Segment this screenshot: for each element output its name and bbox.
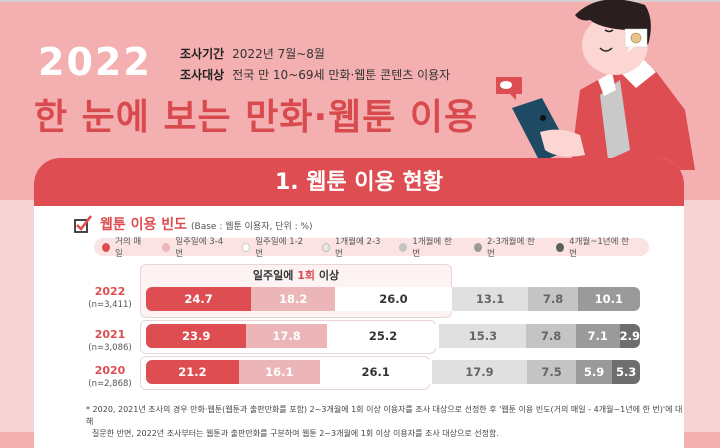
section-card: 1. 웹툰 이용 현황 웹툰 이용 빈도 (Base : 웹툰 이용자, 단위 … [34,158,684,448]
survey-info: 조사기간 2022년 7월~8월 조사대상 전국 만 10~69세 만화·웹툰 콘텐… [180,44,450,86]
left-margin [0,200,34,432]
row-year: 2022 [94,285,126,298]
chart-title: 웹툰 이용 빈도 [100,217,188,233]
legend-swatch [162,242,171,252]
legend-swatch [399,242,408,252]
segment-4-12-months: 2.9 [620,324,640,348]
segment-2-3-months: 5.9 [575,360,613,384]
segment-2-3-months: 10.1 [577,287,640,311]
segment-daily: 23.9 [146,324,247,348]
legend-swatch [102,242,110,252]
row-label-2021: 2021 (n=3,086) [80,328,140,354]
legend-swatch [556,242,565,252]
legend-swatch [241,242,251,252]
survey-target: 조사대상 전국 만 10~69세 만화·웹툰 콘텐츠 이용자 [180,65,450,86]
segment-daily: 24.7 [146,287,252,311]
legend-swatch [321,242,330,252]
legend-item: 일주일에 1-2번 [241,235,305,259]
segment-4-12-months: 5.3 [612,360,640,384]
weekly-group-label: 일주일에 1회 이상 [252,269,340,282]
segment-1-2-weekly: 25.2 [326,324,440,348]
legend-label: 거의 매일 [115,237,142,259]
row-sample-size: (n=2,868) [88,379,132,389]
right-margin [684,200,720,432]
row-year: 2021 [94,328,126,341]
bar-2020: 21.2 16.1 26.1 17.9 7.5 5.9 5.3 [146,360,640,384]
segment-1-2-weekly: 26.1 [319,360,432,384]
row-year: 2020 [94,364,126,377]
page-headline: 한 눈에 보는 만화·웹툰 이용 [34,97,479,138]
top-strip [0,0,720,2]
segment-2-3-monthly: 17.9 [431,360,528,384]
segment-daily: 21.2 [146,360,239,384]
segment-1-2-weekly: 26.0 [335,287,452,311]
legend-label: 일주일에 3-4번 [175,237,224,259]
legend-swatch [473,242,482,252]
segment-1-monthly: 7.8 [526,324,576,348]
legend-item: 1개월에 2-3번 [321,235,383,259]
legend-label: 1개월에 2-3번 [334,237,381,259]
section-title: 1. 웹툰 이용 현황 [34,158,684,206]
legend-item: 거의 매일 [102,235,145,259]
footnote-line-1: * 2020, 2021년 조사의 경우 만화·웹툰(웹툰과 출판만화를 포함)… [86,405,683,426]
segment-3-4-weekly: 16.1 [238,360,320,384]
segment-3-4-weekly: 17.8 [246,324,327,348]
segment-2-3-months: 7.1 [575,324,620,348]
person-reading-phone-illustration [496,0,695,170]
chart-subtitle: 웹툰 이용 빈도 (Base : 웹툰 이용자, 단위 : %) [74,214,313,234]
bar-2021: 23.9 17.8 25.2 15.3 7.8 7.1 2.9 [146,324,640,348]
survey-target-label: 조사대상 [180,68,225,82]
row-label-2020: 2020 (n=2,868) [80,364,140,390]
segment-3-4-weekly: 18.2 [251,287,336,311]
survey-period: 조사기간 2022년 7월~8월 [180,44,450,65]
legend-label: 2-3개월에 한 번 [486,237,535,259]
legend-item: 일주일에 3-4번 [162,235,225,259]
legend-label: 4개월~1년에 한 번 [569,237,629,259]
checkbox-checked-icon [74,215,92,233]
legend-item: 2-3개월에 한 번 [473,235,539,259]
legend-label: 일주일에 1-2번 [255,237,304,259]
segment-2-3-monthly: 13.1 [451,287,529,311]
segment-1-monthly: 7.8 [528,287,578,311]
legend-item: 1개월에 한 번 [399,235,457,259]
legend-item: 4개월~1년에 한 번 [556,235,632,259]
bar-2022: 24.7 18.2 26.0 13.1 7.8 10.1 [146,287,640,311]
row-sample-size: (n=3,086) [88,343,132,353]
year-title: 2022 [38,40,152,84]
segment-1-monthly: 7.5 [527,360,576,384]
row-label-2022: 2022 (n=3,411) [80,285,140,311]
row-sample-size: (n=3,411) [88,300,132,310]
survey-period-value: 2022년 7월~8월 [232,47,325,61]
segment-2-3-monthly: 15.3 [439,324,527,348]
legend-label: 1개월에 한 번 [412,237,452,259]
survey-target-value: 전국 만 10~69세 만화·웹툰 콘텐츠 이용자 [232,68,451,82]
chart-base-note: (Base : 웹툰 이용자, 단위 : %) [191,221,313,232]
footnote: * 2020, 2021년 조사의 경우 만화·웹툰(웹툰과 출판만화를 포함)… [86,404,684,440]
chart-legend: 거의 매일 일주일에 3-4번 일주일에 1-2번 1개월에 2-3번 1개월에… [94,235,649,259]
footnote-line-2: 질문한 반면, 2022년 조사부터는 웹툰과 출판만화를 구분하여 웹툰 2~… [92,429,499,438]
survey-period-label: 조사기간 [180,47,225,61]
